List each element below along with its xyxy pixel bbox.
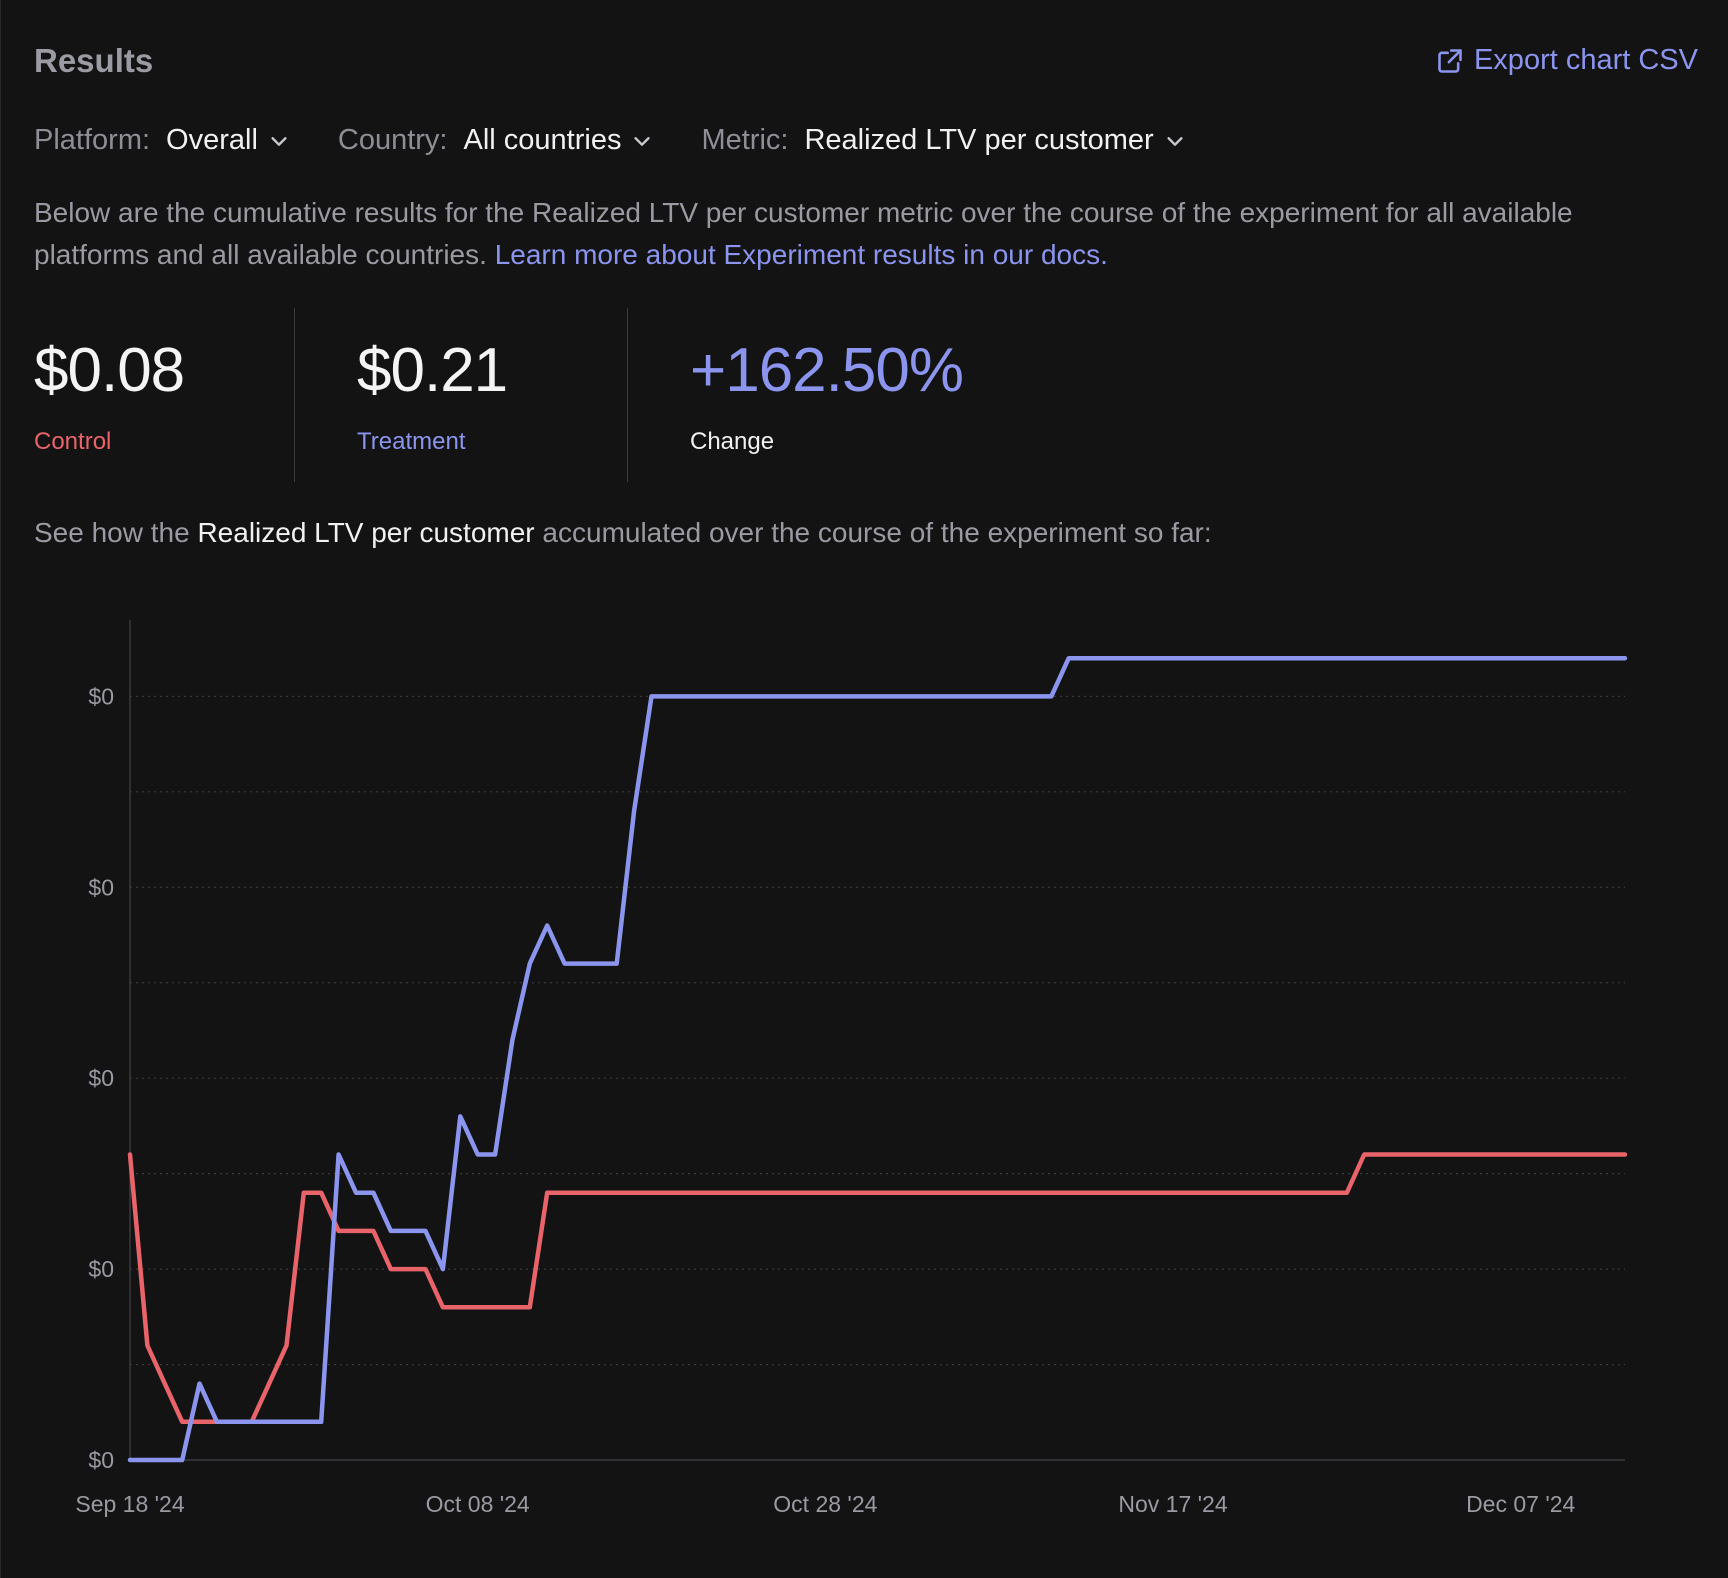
- x-tick-label: Dec 07 '24: [1466, 1491, 1575, 1517]
- platform-filter[interactable]: Platform: Overall: [34, 124, 290, 157]
- y-tick-label: $0: [88, 683, 114, 709]
- y-tick-label: $0: [88, 1065, 114, 1091]
- control-value: $0.08: [34, 336, 185, 405]
- chevron-down-icon: [634, 136, 651, 146]
- y-tick-label: $0: [88, 1447, 114, 1473]
- platform-filter-value: Overall: [166, 124, 258, 156]
- y-tick-label: $0: [88, 874, 114, 900]
- country-filter[interactable]: Country: All countries: [338, 124, 654, 157]
- x-tick-label: Oct 28 '24: [773, 1491, 877, 1517]
- ltv-line-chart: $0 $0 $0 $0 $0 Sep 18 '24 Oct 08 '24 Oct 28 '24…: [75, 620, 1628, 1517]
- control-label: Control: [34, 428, 112, 455]
- chart-intro-metric: Realized LTV per customer: [197, 517, 535, 548]
- country-filter-value: All countries: [463, 124, 622, 156]
- x-tick-label: Sep 18 '24: [75, 1491, 184, 1517]
- chart-intro: See how the Realized LTV per customer ac…: [34, 517, 1212, 549]
- treatment-stat: $0.21 Treatment: [294, 308, 627, 482]
- docs-link[interactable]: Learn more about Experiment results in o…: [494, 239, 1108, 270]
- treatment-value: $0.21: [357, 336, 508, 405]
- external-link-icon: [1438, 48, 1462, 73]
- export-label: Export chart CSV: [1473, 44, 1698, 76]
- metric-filter-value: Realized LTV per customer: [804, 124, 1154, 156]
- export-chart-csv-button[interactable]: Export chart CSV: [1436, 44, 1698, 77]
- x-tick-label: Nov 17 '24: [1118, 1491, 1227, 1517]
- results-title: Results: [34, 42, 154, 79]
- y-tick-label: $0: [88, 1256, 114, 1282]
- description-text: Below are the cumulative results for the…: [34, 197, 1573, 270]
- filter-bar: Platform: Overall Country: All countries…: [34, 124, 1234, 157]
- country-filter-label: Country:: [337, 124, 448, 156]
- summary-stats: $0.08 Control $0.21 Treatment +162.50% C…: [34, 308, 1023, 482]
- platform-filter-label: Platform:: [34, 124, 151, 156]
- metric-filter-label: Metric:: [701, 124, 789, 156]
- control-series-line: [127, 1152, 1628, 1425]
- chart-intro-suffix: accumulated over the course of the exper…: [534, 517, 1212, 548]
- control-stat: $0.08 Control: [34, 308, 294, 482]
- chevron-down-icon: [271, 136, 287, 146]
- metric-filter[interactable]: Metric: Realized LTV per customer: [701, 124, 1185, 157]
- change-label: Change: [690, 428, 775, 455]
- x-tick-label: Oct 08 '24: [426, 1491, 530, 1517]
- treatment-label: Treatment: [357, 428, 466, 455]
- treatment-series-line: [127, 655, 1628, 1463]
- change-value: +162.50%: [690, 336, 964, 405]
- change-stat: +162.50% Change: [627, 308, 1023, 482]
- results-description: Below are the cumulative results for the…: [34, 192, 1674, 276]
- chart-intro-prefix: See how the: [34, 517, 198, 548]
- chevron-down-icon: [1167, 136, 1183, 146]
